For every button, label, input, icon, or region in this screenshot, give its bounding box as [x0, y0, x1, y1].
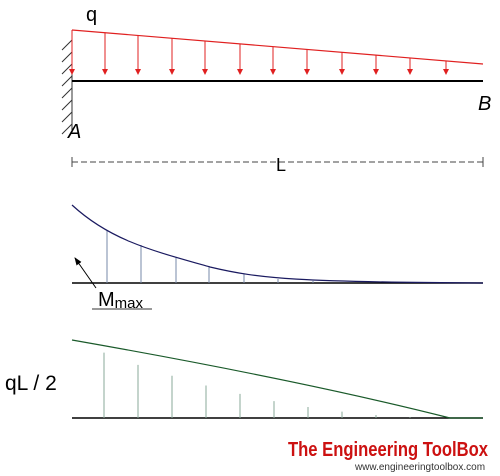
- shear-diagram: [71, 339, 483, 419]
- wall: [61, 34, 73, 135]
- load-arrows: [69, 30, 449, 75]
- span-label: L: [276, 155, 286, 175]
- load-label: q: [86, 4, 97, 26]
- shear-label: qL / 2: [5, 372, 57, 395]
- logo-title: The Engineering ToolBox: [288, 439, 488, 461]
- end-b-label: B: [478, 93, 491, 115]
- end-a-label: A: [67, 121, 81, 143]
- moment-leader: [74, 257, 97, 289]
- span-dimension: [71, 157, 484, 167]
- logo-url: www.engineeringtoolbox.com: [354, 462, 485, 473]
- moment-label: Mmax: [98, 289, 144, 312]
- load-line: [71, 29, 484, 65]
- moment-diagram: [71, 204, 484, 284]
